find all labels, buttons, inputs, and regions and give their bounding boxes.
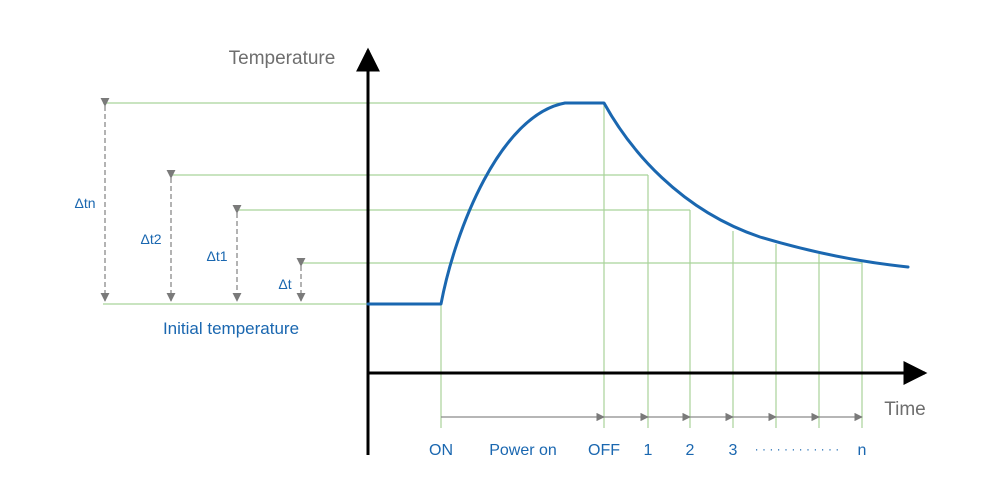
timeline-label-3: 3 bbox=[729, 442, 738, 459]
timeline-label-n: n bbox=[858, 442, 867, 459]
timeline-label-2: 2 bbox=[686, 442, 695, 459]
temperature-curve bbox=[366, 101, 910, 306]
delta-label-tn: Δtn bbox=[74, 195, 95, 211]
x-axis-label: Time bbox=[884, 399, 926, 420]
timeline-dots: · · · · · · · · · · · · bbox=[755, 442, 840, 456]
y-axis-label: Temperature bbox=[229, 48, 336, 69]
timeline-label-power-on: Power on bbox=[489, 442, 557, 459]
timeline-label-on: ON bbox=[429, 442, 453, 459]
delta-label-t1: Δt1 bbox=[206, 248, 227, 264]
delta-label-t: Δt bbox=[278, 276, 291, 292]
delta-label-t2: Δt2 bbox=[140, 231, 161, 247]
initial-temperature-label: Initial temperature bbox=[163, 319, 299, 338]
timeline-label-off: OFF bbox=[588, 442, 620, 459]
timeline-label-1: 1 bbox=[644, 442, 653, 459]
